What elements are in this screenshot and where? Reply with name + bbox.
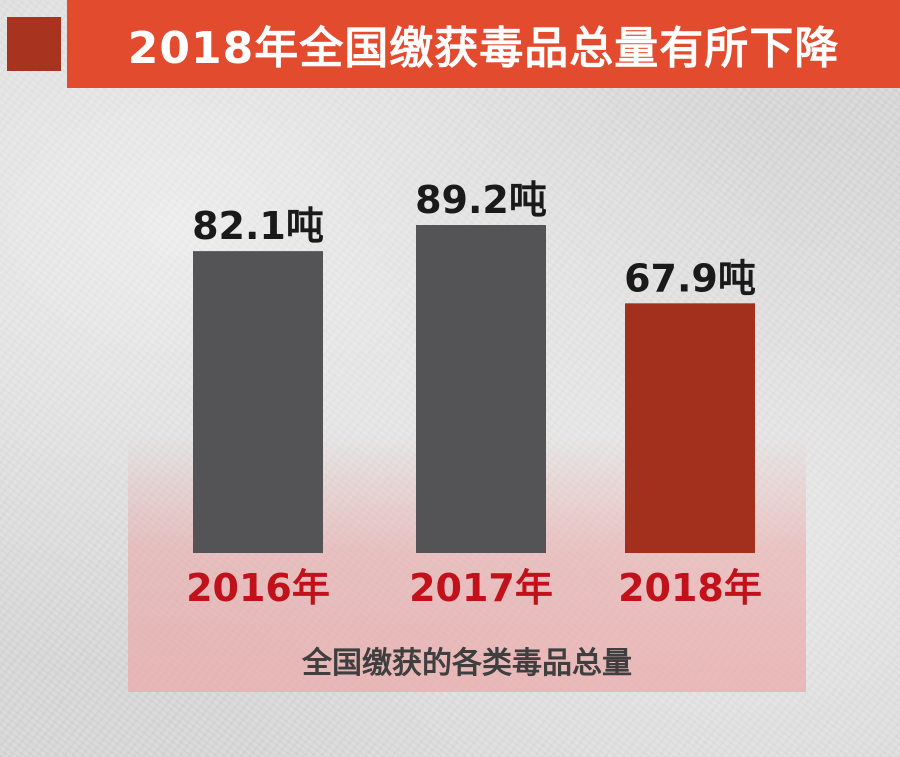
bar-2017年 bbox=[416, 225, 546, 553]
value-label: 67.9吨 bbox=[624, 256, 756, 300]
bar-2018年 bbox=[625, 303, 755, 553]
page-title: 2018年全国缴获毒品总量有所下降 bbox=[127, 23, 840, 74]
category-label: 2018年 bbox=[618, 566, 762, 610]
title-bar: 2018年全国缴获毒品总量有所下降 bbox=[67, 0, 900, 88]
value-label: 82.1吨 bbox=[192, 204, 324, 248]
chart-caption: 全国缴获的各类毒品总量 bbox=[302, 646, 632, 681]
category-label: 2017年 bbox=[409, 566, 553, 610]
value-label: 89.2吨 bbox=[415, 178, 547, 222]
category-label: 2016年 bbox=[186, 566, 330, 610]
title-accent-square bbox=[7, 17, 61, 71]
bar-2016年 bbox=[193, 251, 323, 554]
